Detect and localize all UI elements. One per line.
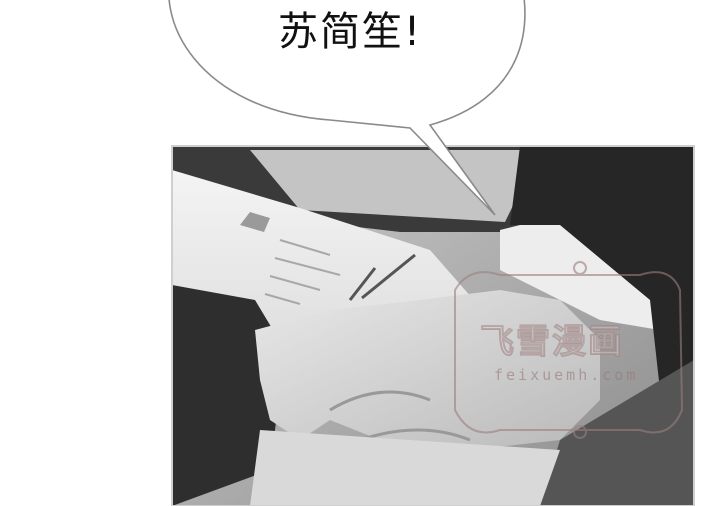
hand (255, 290, 600, 450)
panel-image (172, 146, 694, 506)
shirt-cuff (500, 215, 660, 330)
watermark-url: feixuemh.com (494, 366, 639, 384)
right-sleeve (510, 146, 694, 400)
watermark-seal (454, 261, 684, 439)
speech-bubble (168, 0, 526, 216)
speech-text: 苏简笙! (277, 9, 423, 55)
watermark-title: 飞雪漫画 (480, 322, 624, 363)
